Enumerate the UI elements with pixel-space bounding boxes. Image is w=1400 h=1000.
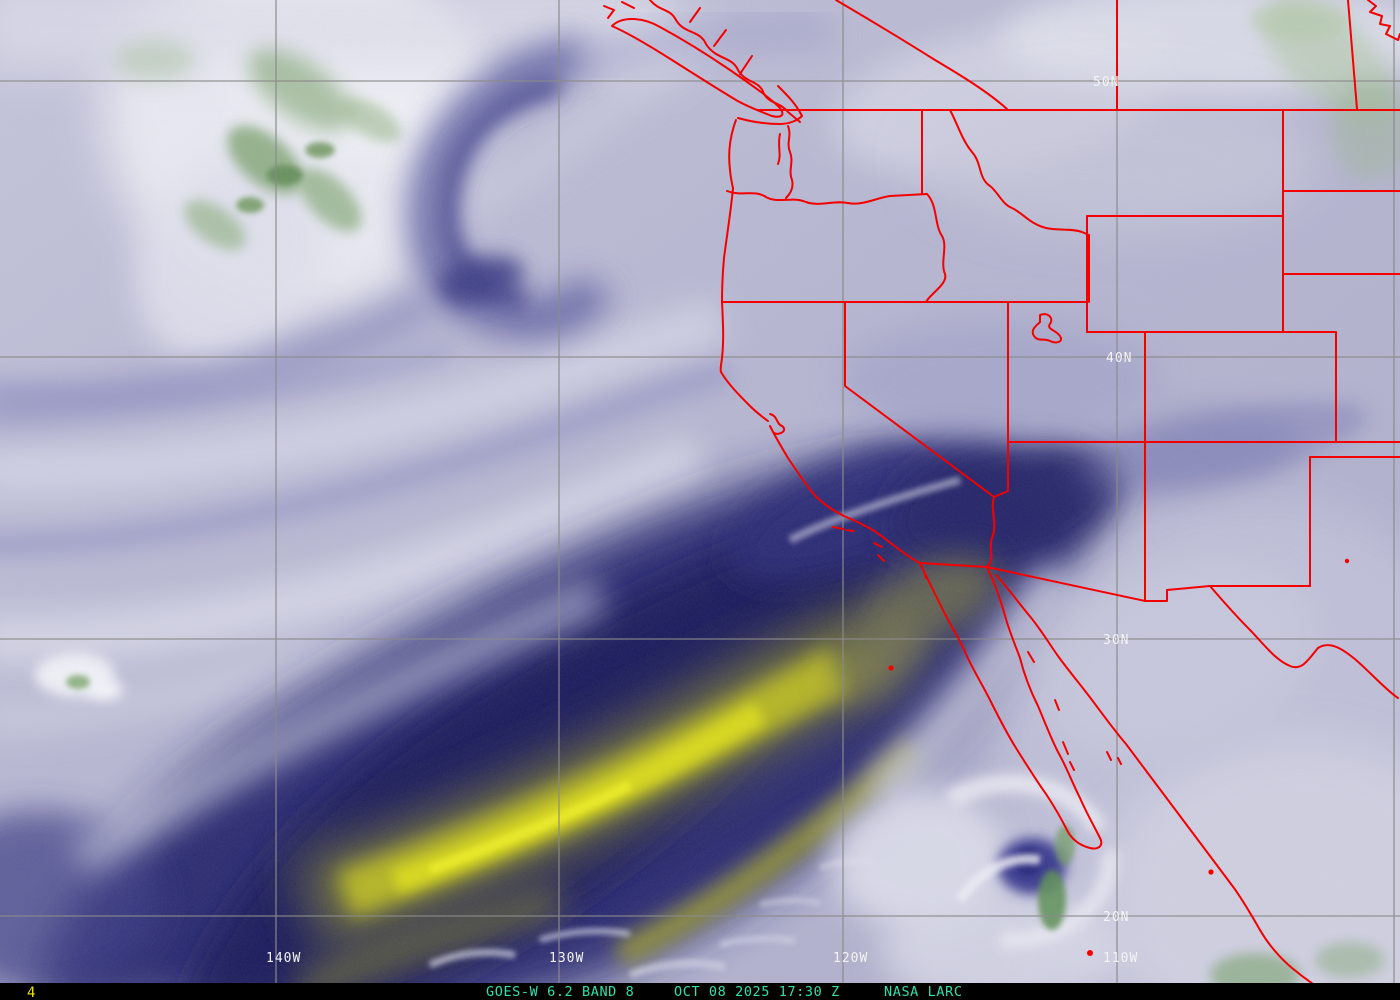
- lat-label-50n: 50N: [1093, 75, 1119, 90]
- geography-overlay: [603, 0, 1400, 1000]
- frame-number: 4: [27, 985, 35, 1000]
- status-bar-background: [0, 983, 1400, 1000]
- credit-label: NASA LARC: [884, 984, 963, 1000]
- us-mexico-border: [919, 562, 1399, 699]
- coastline-oregon-california: [719, 187, 921, 564]
- lon-label-140w: 140W: [266, 951, 301, 966]
- rio-grande-border: [1209, 585, 1399, 699]
- lon-label-130w: 130W: [549, 951, 584, 966]
- us-state-borders: [721, 109, 1400, 602]
- product-label: GOES-W 6.2 BAND 8: [486, 984, 634, 1000]
- island-markers: [888, 558, 1350, 956]
- lat-label-40n: 40N: [1106, 351, 1132, 366]
- coastline-mexico-mainland: [995, 574, 1341, 1000]
- coastline-baja-california: [919, 562, 1103, 850]
- lon-label-120w: 120W: [833, 951, 868, 966]
- great-salt-lake-outline: [1031, 313, 1062, 344]
- datetime-label: OCT 08 2025 17:30 Z: [674, 984, 840, 1000]
- canada-borders: [756, 0, 1400, 111]
- lat-label-20n: 20N: [1103, 910, 1129, 925]
- san-francisco-bay: [769, 413, 786, 435]
- grid-labels: 50N 40N 30N 20N 140W 130W 120W 110W: [266, 75, 1138, 966]
- gulf-islands: [1027, 651, 1122, 771]
- coastline-british-columbia: [603, 0, 803, 123]
- status-bar: 4 GOES-W 6.2 BAND 8 OCT 08 2025 17:30 Z …: [0, 983, 1400, 1000]
- lat-label-30n: 30N: [1103, 633, 1129, 648]
- lon-label-110w: 110W: [1103, 951, 1138, 966]
- coastline-washington: [728, 115, 803, 199]
